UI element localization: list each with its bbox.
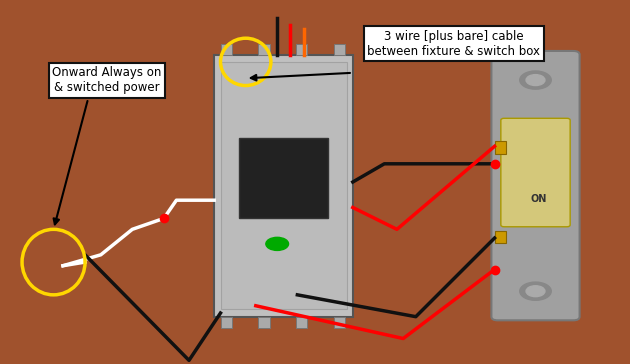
- Circle shape: [526, 286, 545, 297]
- Circle shape: [520, 71, 551, 89]
- FancyBboxPatch shape: [220, 44, 232, 55]
- FancyBboxPatch shape: [296, 317, 307, 328]
- FancyBboxPatch shape: [214, 55, 353, 317]
- FancyBboxPatch shape: [495, 230, 506, 243]
- FancyBboxPatch shape: [220, 62, 347, 309]
- Circle shape: [526, 75, 545, 86]
- Text: ON: ON: [530, 194, 547, 204]
- FancyBboxPatch shape: [296, 44, 307, 55]
- Text: Onward Always on
& switched power: Onward Always on & switched power: [52, 66, 162, 94]
- Text: 3 wire [plus bare] cable
between fixture & switch box: 3 wire [plus bare] cable between fixture…: [367, 30, 540, 58]
- FancyBboxPatch shape: [220, 317, 232, 328]
- Circle shape: [520, 282, 551, 300]
- FancyBboxPatch shape: [258, 317, 270, 328]
- FancyBboxPatch shape: [495, 142, 506, 154]
- FancyBboxPatch shape: [334, 44, 345, 55]
- Circle shape: [266, 237, 289, 250]
- FancyBboxPatch shape: [491, 51, 580, 320]
- FancyBboxPatch shape: [258, 44, 270, 55]
- FancyBboxPatch shape: [501, 118, 570, 227]
- FancyBboxPatch shape: [239, 138, 328, 218]
- FancyBboxPatch shape: [334, 317, 345, 328]
